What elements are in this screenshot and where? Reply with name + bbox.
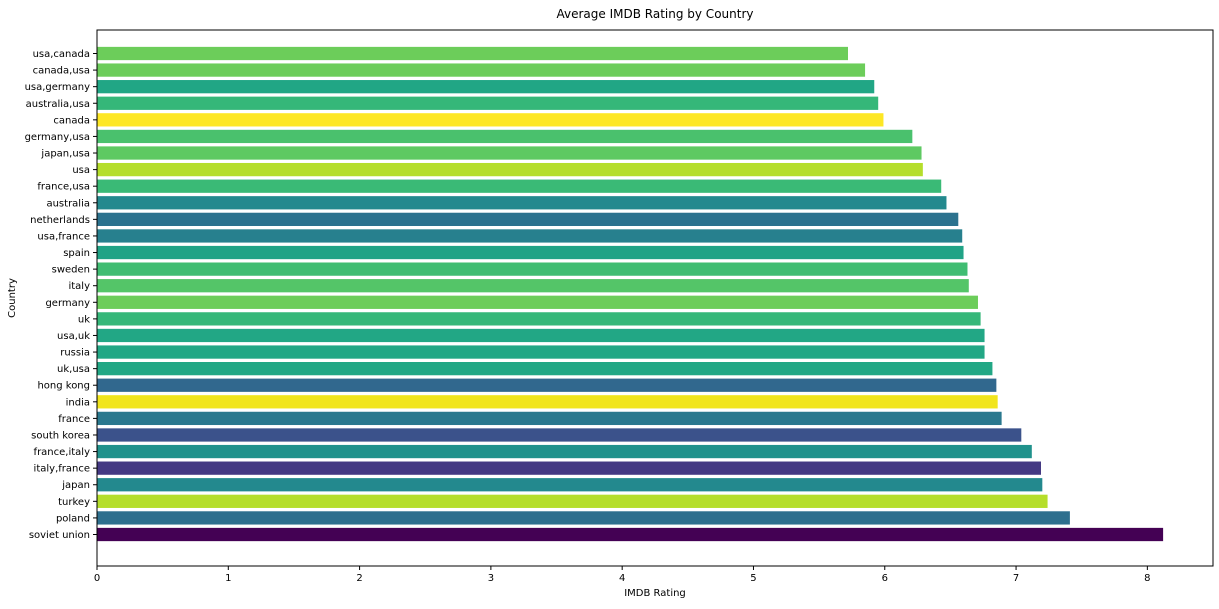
y-tick-label: japan (61, 480, 90, 491)
y-tick-label: france (58, 414, 90, 425)
bar-australia-usa (97, 96, 879, 110)
bar-france-italy (97, 444, 1032, 459)
y-tick-label: india (66, 397, 90, 408)
bar-germany (97, 295, 978, 309)
bar-japan (97, 478, 1043, 492)
bar-sweden (97, 262, 968, 276)
x-tick-label: 1 (225, 573, 231, 584)
x-tick-label: 3 (488, 573, 494, 584)
bar-australia (97, 196, 947, 210)
x-tick-label: 4 (619, 573, 625, 584)
bar-usa-uk (97, 328, 985, 343)
y-tick-label: italy (68, 281, 90, 292)
y-tick-label: uk,usa (57, 364, 90, 375)
y-axis-ticks: usa,canada canada,usa usa,germany australia… (25, 49, 97, 541)
x-tick-label: 5 (750, 573, 756, 584)
y-tick-label: usa,uk (57, 331, 90, 342)
x-axis-ticks: 0 1 2 3 4 5 6 7 8 (94, 566, 1151, 584)
y-tick-label: australia,usa (26, 99, 90, 110)
bar-spain (97, 245, 964, 260)
bar-canada (97, 113, 884, 127)
chart-title: Average IMDB Rating by Country (557, 7, 754, 21)
y-tick-label: canada,usa (33, 66, 90, 77)
y-tick-label: usa,canada (33, 49, 90, 60)
bar-usa-canada (97, 46, 848, 61)
x-tick-label: 2 (356, 573, 362, 584)
y-tick-label: usa (72, 165, 90, 176)
bar-uk-usa (97, 362, 993, 376)
bar-poland (97, 511, 1070, 525)
bar-canada-usa (97, 63, 866, 77)
y-tick-label: netherlands (30, 215, 90, 226)
y-tick-label: france,italy (34, 447, 91, 458)
y-tick-label: hong kong (37, 381, 90, 392)
y-tick-label: soviet union (29, 530, 90, 541)
y-tick-label: south korea (31, 430, 90, 441)
bar-soviet-union (97, 527, 1164, 542)
bar-india (97, 395, 998, 409)
bar-south-korea (97, 428, 1022, 442)
y-tick-label: japan,usa (40, 149, 90, 160)
y-tick-label: usa,germany (25, 82, 90, 93)
y-tick-label: spain (63, 248, 90, 259)
y-tick-label: france,usa (37, 182, 90, 193)
x-tick-label: 8 (1144, 573, 1150, 584)
bars-group (97, 46, 1164, 542)
bar-germany-usa (97, 129, 913, 144)
plot-area-frame (96, 29, 1214, 567)
bar-usa (97, 162, 923, 177)
bar-usa-france (97, 229, 963, 243)
bar-russia (97, 345, 985, 359)
y-tick-label: usa,france (37, 231, 90, 242)
x-axis-label: IMDB Rating (624, 588, 686, 599)
bar-france-usa (97, 179, 942, 193)
y-tick-label: turkey (58, 497, 90, 508)
bar-france (97, 411, 1002, 426)
x-tick-label: 6 (882, 573, 888, 584)
y-tick-label: uk (78, 314, 90, 325)
bar-italy-france (97, 461, 1041, 475)
y-tick-label: germany,usa (25, 132, 90, 143)
y-tick-label: poland (56, 513, 90, 524)
y-tick-label: italy,france (34, 464, 90, 475)
bar-usa-germany (97, 80, 875, 94)
y-axis-label: Country (7, 278, 18, 318)
bar-italy (97, 279, 969, 293)
y-tick-label: australia (46, 198, 90, 209)
bar-netherlands (97, 212, 959, 226)
bar-hong-kong (97, 378, 997, 392)
bar-uk (97, 312, 981, 326)
x-tick-label: 0 (94, 573, 100, 584)
y-tick-label: germany (45, 298, 90, 309)
y-tick-label: sweden (52, 265, 90, 276)
bar-turkey (97, 494, 1048, 508)
y-tick-label: russia (60, 348, 90, 359)
y-tick-label: canada (53, 115, 90, 126)
bar-japan-usa (97, 146, 922, 160)
x-tick-label: 7 (1013, 573, 1019, 584)
